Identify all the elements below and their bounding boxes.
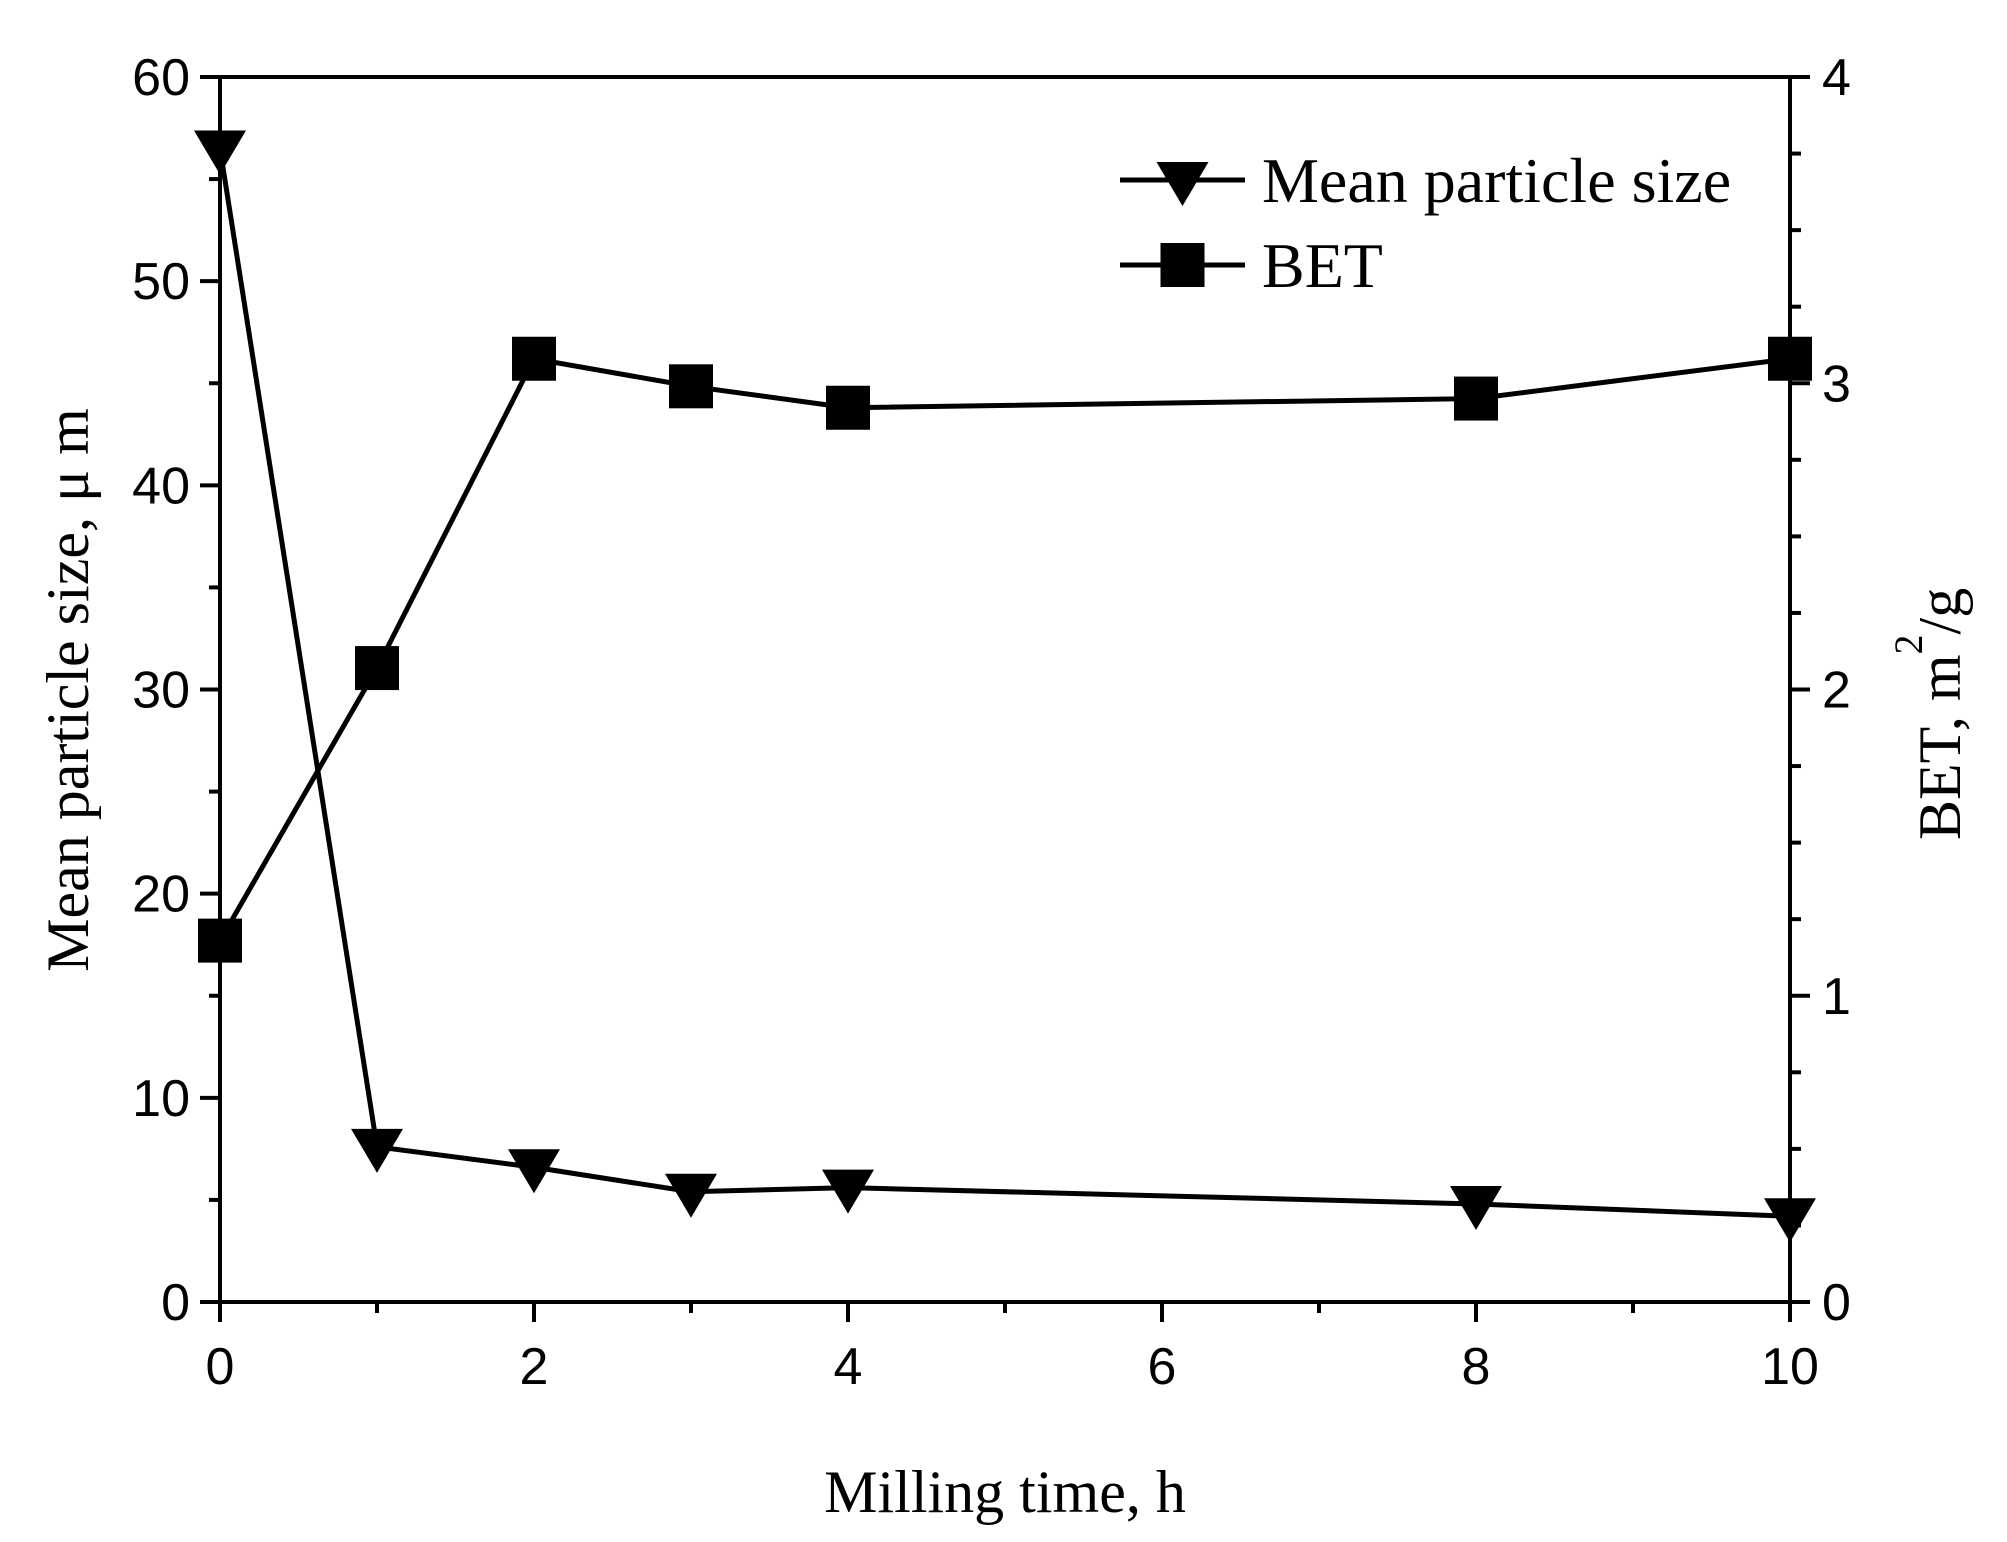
series-line (217, 148, 1791, 1219)
y-left-tick-label: 30 (132, 662, 190, 720)
series-mean-particle-size (194, 130, 1816, 1243)
y-axis-right-title: BET, m2/g (1886, 588, 1973, 840)
data-point (826, 385, 870, 430)
y-right-tick-label: 4 (1822, 49, 1851, 107)
x-tick-label: 8 (1462, 1338, 1491, 1396)
y-axis-right-title-superscript: 2 (1886, 634, 1931, 654)
plot-frame (218, 75, 1792, 1304)
y-right-tick-label: 0 (1822, 1274, 1851, 1332)
y-left-tick-label: 10 (132, 1070, 190, 1128)
y-right-tick-label: 3 (1822, 355, 1851, 413)
x-tick-label: 2 (520, 1338, 549, 1396)
data-point (351, 1128, 403, 1173)
data-point (822, 1169, 874, 1214)
legend-label: BET (1262, 230, 1383, 301)
data-point (508, 1149, 560, 1194)
data-point (194, 130, 246, 175)
legend-marker (1156, 162, 1209, 206)
x-tick-label: 10 (1761, 1338, 1819, 1396)
y-axis-right-title-prefix: BET, m (1907, 654, 1973, 840)
data-point (512, 336, 556, 381)
legend: Mean particle size BET (1120, 145, 1731, 301)
y-left-tick-label: 60 (132, 49, 190, 107)
y-left-tick-label: 40 (132, 457, 190, 515)
y-left-tick-label: 50 (132, 253, 190, 311)
data-point (665, 1173, 717, 1218)
data-point (198, 918, 242, 963)
y-right-tick-label: 1 (1822, 968, 1851, 1026)
series-line (217, 355, 1791, 942)
data-point (669, 364, 713, 409)
y-right-tick-label: 2 (1822, 662, 1851, 720)
legend-label: Mean particle size (1262, 145, 1731, 216)
x-axis-title: Milling time, h (824, 1459, 1186, 1525)
data-point (355, 646, 399, 691)
series-bet (198, 336, 1812, 963)
y-left-tick-label: 20 (132, 866, 190, 924)
data-point (1454, 376, 1498, 421)
y-left-tick-label: 0 (161, 1274, 190, 1332)
x-tick-label: 6 (1148, 1338, 1177, 1396)
y-axis-left-title: Mean particle size, μ m (35, 408, 101, 972)
legend-marker (1160, 243, 1205, 287)
x-tick-label: 0 (206, 1338, 235, 1396)
series-layer (194, 130, 1816, 1243)
data-point (1768, 336, 1812, 381)
data-point (1450, 1186, 1502, 1230)
y-axis-right-title-suffix: /g (1907, 588, 1973, 635)
data-point (1764, 1198, 1816, 1243)
x-tick-label: 4 (834, 1338, 863, 1396)
